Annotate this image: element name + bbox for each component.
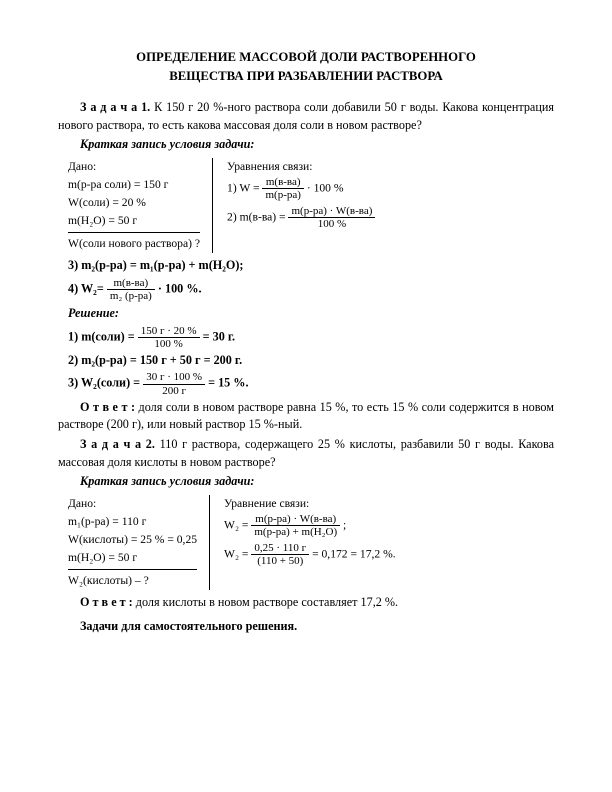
t2-eq1-frac: m(р-ра) · W(в-ва) m(р-ра) + m(H₂O) — [251, 513, 340, 538]
task2-answer: О т в е т : доля кислоты в новом раствор… — [58, 594, 554, 612]
t2-eq2-den: (110 + 50) — [251, 554, 309, 567]
task1-given-block: Дано: m(р-ра соли) = 150 г W(соли) = 20 … — [68, 158, 554, 253]
step4-post: · 100 %. — [158, 281, 202, 295]
task1-brief-header: Краткая запись условия задачи: — [58, 136, 554, 154]
task1-answer: О т в е т : доля соли в новом растворе р… — [58, 399, 554, 434]
document-title: ОПРЕДЕЛЕНИЕ МАССОВОЙ ДОЛИ РАСТВОРЕННОГО … — [58, 48, 554, 85]
task2-label: З а д а ч а 2. — [80, 437, 155, 451]
task1-label: З а д а ч а 1. — [80, 100, 150, 114]
divider — [68, 232, 200, 233]
sol3-frac: 30 г · 100 % 200 г — [143, 371, 205, 396]
sol3-end: = 15 %. — [208, 376, 248, 390]
eq1: 1) W = m(в-ва) m(р-ра) · 100 % — [227, 176, 375, 201]
task1-step3: 3) m₂(р-ра) = m₁(р-ра) + m(H₂O); — [68, 257, 554, 275]
task2-statement: З а д а ч а 2. 110 г раствора, содержаще… — [58, 436, 554, 471]
t2-given3: m(H₂O) = 50 г — [68, 549, 197, 567]
task2-given-right: Уравнение связи: W₂ = m(р-ра) · W(в-ва) … — [210, 495, 396, 590]
answer-label: О т в е т : — [80, 400, 135, 414]
given-header2: Дано: — [68, 495, 197, 513]
eq1-frac: m(в-ва) m(р-ра) — [262, 176, 303, 201]
t2-eq1-pre: W₂ = — [224, 518, 251, 531]
t2-given2: W(кислоты) = 25 % = 0,25 — [68, 531, 197, 549]
t2-eq1-post: ; — [343, 518, 346, 531]
sol1-frac: 150 г · 20 % 100 % — [138, 325, 200, 350]
t2-eq1-den: m(р-ра) + m(H₂O) — [251, 525, 340, 538]
divider2 — [68, 569, 197, 570]
task1-given-right: Уравнения связи: 1) W = m(в-ва) m(р-ра) … — [213, 158, 375, 253]
title-line2: ВЕЩЕСТВА ПРИ РАЗБАВЛЕНИИ РАСТВОРА — [169, 69, 443, 83]
t2-eq-header: Уравнение связи: — [224, 495, 396, 513]
t2-eq2: W₂ = 0,25 · 110 г (110 + 50) = 0,172 = 1… — [224, 542, 396, 567]
t2-answer-text: доля кислоты в новом растворе составляет… — [133, 595, 398, 609]
sol1-den: 100 % — [138, 337, 200, 350]
step4-den: m₂ (р-ра) — [107, 289, 155, 302]
sol3-den: 200 г — [143, 384, 205, 397]
t2-eq1-num: m(р-ра) · W(в-ва) — [251, 513, 340, 525]
eq1-num: m(в-ва) — [262, 176, 303, 188]
eq2: 2) m(в-ва) = m(р-ра) · W(в-ва) 100 % — [227, 205, 375, 230]
step4-pre: 4) W₂= — [68, 281, 107, 295]
step4-frac: m(в-ва) m₂ (р-ра) — [107, 277, 155, 302]
eq1-den: m(р-ра) — [262, 188, 303, 201]
eq1-pre: 1) W = — [227, 181, 262, 194]
eq2-den: 100 % — [288, 217, 375, 230]
title-line1: ОПРЕДЕЛЕНИЕ МАССОВОЙ ДОЛИ РАСТВОРЕННОГО — [136, 50, 476, 64]
sol1-end: = 30 г. — [203, 329, 235, 343]
self-header: Задачи для самостоятельного решения. — [58, 618, 554, 636]
task1-given-left: Дано: m(р-ра соли) = 150 г W(соли) = 20 … — [68, 158, 213, 253]
t2-given1: m₁(р-ра) = 110 г — [68, 513, 197, 531]
t2-eq2-num: 0,25 · 110 г — [251, 542, 309, 554]
t2-eq2-pre: W₂ = — [224, 547, 251, 560]
step4-num: m(в-ва) — [107, 277, 155, 289]
eq1-post: · 100 % — [307, 181, 344, 194]
task2-given-left: Дано: m₁(р-ра) = 110 г W(кислоты) = 25 %… — [68, 495, 210, 590]
sol2: 2) m₂(р-ра) = 150 г + 50 г = 200 г. — [68, 352, 554, 370]
sol3-pre: 3) W₂(соли) = — [68, 376, 143, 390]
task2-brief-header: Краткая запись условия задачи: — [58, 473, 554, 491]
given2: W(соли) = 20 % — [68, 194, 200, 212]
given3: m(H₂O) = 50 г — [68, 212, 200, 230]
sol1: 1) m(соли) = 150 г · 20 % 100 % = 30 г. — [68, 325, 554, 350]
sol1-num: 150 г · 20 % — [138, 325, 200, 337]
t2-eq2-post: = 0,172 = 17,2 %. — [312, 547, 396, 560]
given-header: Дано: — [68, 158, 200, 176]
sol3: 3) W₂(соли) = 30 г · 100 % 200 г = 15 %. — [68, 371, 554, 396]
solution-header: Решение: — [68, 305, 554, 323]
task1-statement: З а д а ч а 1. К 150 г 20 %-ного раствор… — [58, 99, 554, 134]
sol1-pre: 1) m(соли) = — [68, 329, 138, 343]
t2-eq2-frac: 0,25 · 110 г (110 + 50) — [251, 542, 309, 567]
eq-header: Уравнения связи: — [227, 158, 375, 176]
page: ОПРЕДЕЛЕНИЕ МАССОВОЙ ДОЛИ РАСТВОРЕННОГО … — [0, 0, 612, 657]
task1-step4: 4) W₂= m(в-ва) m₂ (р-ра) · 100 %. — [68, 277, 554, 302]
eq2-pre: 2) m(в-ва) = — [227, 211, 288, 224]
sol3-num: 30 г · 100 % — [143, 371, 205, 383]
given4: W(соли нового раствора) ? — [68, 235, 200, 253]
given1: m(р-ра соли) = 150 г — [68, 176, 200, 194]
eq2-frac: m(р-ра) · W(в-ва) 100 % — [288, 205, 375, 230]
t2-answer-label: О т в е т : — [80, 595, 133, 609]
task2-given-block: Дано: m₁(р-ра) = 110 г W(кислоты) = 25 %… — [68, 495, 554, 590]
t2-eq1: W₂ = m(р-ра) · W(в-ва) m(р-ра) + m(H₂O) … — [224, 513, 396, 538]
t2-given4: W₂(кислоты) – ? — [68, 572, 197, 590]
eq2-num: m(р-ра) · W(в-ва) — [288, 205, 375, 217]
